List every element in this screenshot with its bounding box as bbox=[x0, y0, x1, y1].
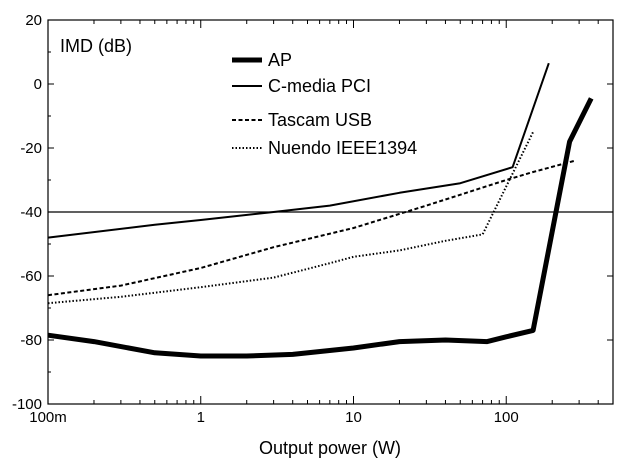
legend-item-tascam: Tascam USB bbox=[232, 110, 372, 130]
legend-item-ap: AP bbox=[232, 50, 292, 70]
y-tick-label: -40 bbox=[20, 204, 42, 221]
x-tick-label: 100m bbox=[29, 409, 67, 426]
series-line-ap bbox=[47, 97, 594, 359]
series-line-c-media-pci bbox=[47, 62, 550, 239]
legend-label-tascam: Tascam USB bbox=[268, 110, 372, 130]
y-tick-label: -80 bbox=[20, 332, 42, 349]
legend-label-nuendo: Nuendo IEEE1394 bbox=[268, 138, 417, 158]
y-tick-label: -100 bbox=[12, 396, 42, 413]
y-tick-label: -20 bbox=[20, 140, 42, 157]
legend: AP C-media PCI Tascam USB Nuendo IEEE139… bbox=[232, 50, 417, 158]
x-tick-label: 10 bbox=[345, 409, 362, 426]
x-tick-label: 1 bbox=[197, 409, 205, 426]
x-axis-title: Output power (W) bbox=[259, 438, 401, 458]
y-ticks: 20 0 -20 -40 -60 -80 -100 bbox=[12, 12, 613, 413]
legend-label-ap: AP bbox=[268, 50, 292, 70]
series-layer bbox=[47, 62, 594, 359]
y-axis-title: IMD (dB) bbox=[60, 36, 132, 56]
legend-item-cmedia: C-media PCI bbox=[232, 76, 371, 96]
legend-label-cmedia: C-media PCI bbox=[268, 76, 371, 96]
y-tick-label: -60 bbox=[20, 268, 42, 285]
series-line-tascam-usb bbox=[47, 159, 575, 297]
legend-item-nuendo: Nuendo IEEE1394 bbox=[232, 138, 417, 158]
y-tick-label: 20 bbox=[25, 12, 42, 29]
x-tick-label: 100 bbox=[494, 409, 519, 426]
y-tick-label: 0 bbox=[34, 76, 42, 93]
x-ticks: 100m 1 10 100 bbox=[29, 20, 519, 426]
minor-ticks bbox=[93, 20, 614, 404]
series-line-nuendo-ieee1394 bbox=[47, 131, 534, 305]
